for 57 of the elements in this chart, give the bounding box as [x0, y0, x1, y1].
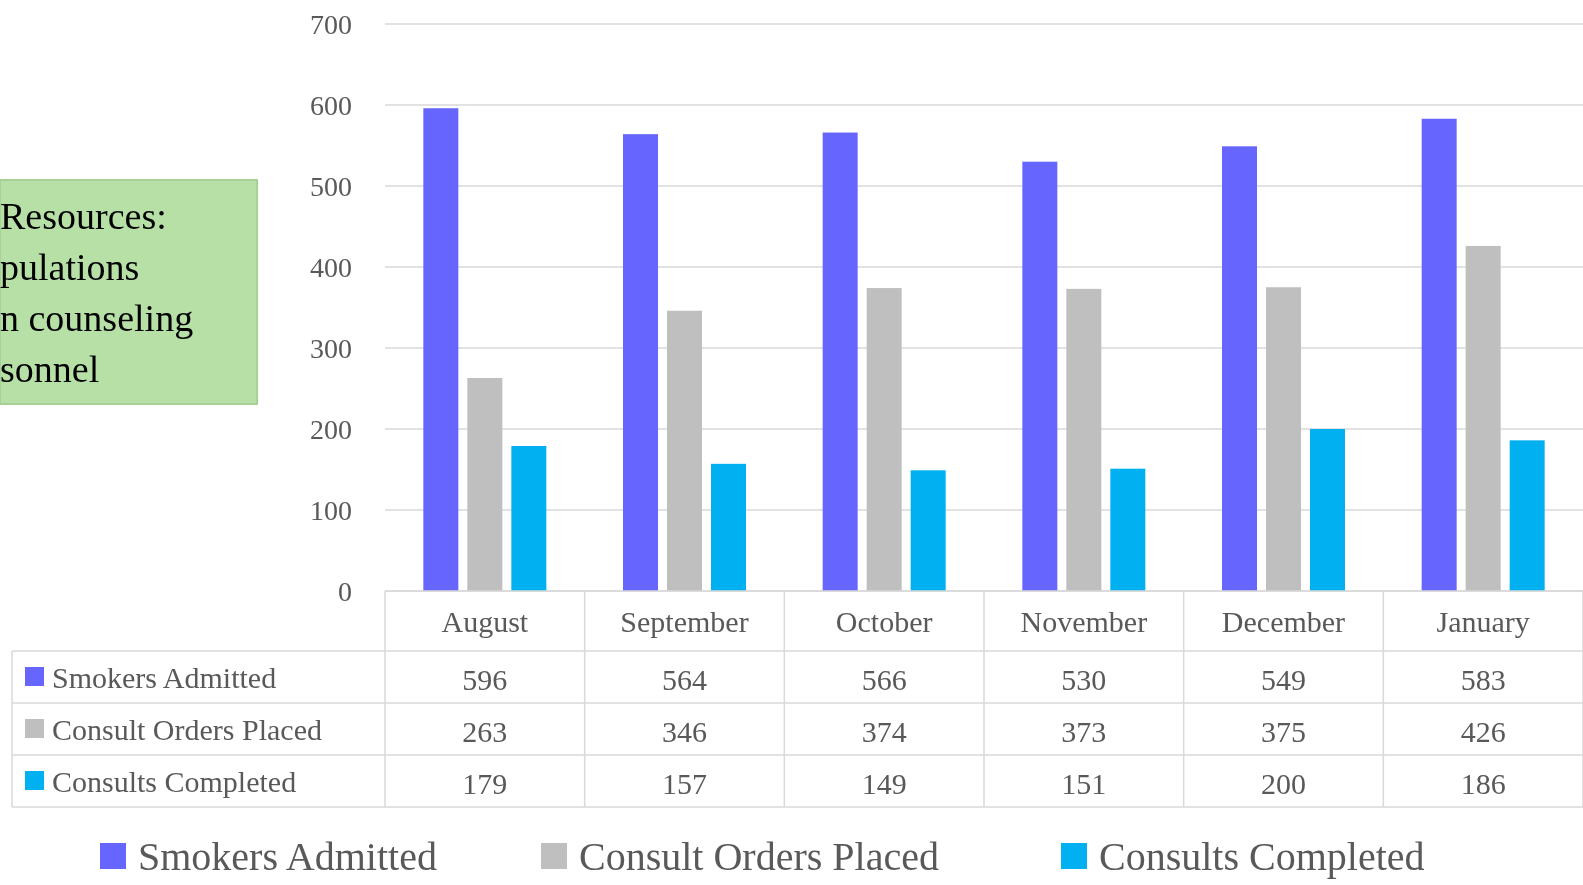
y-tick-label: 400: [310, 251, 352, 283]
data-label: 200: [1261, 766, 1306, 800]
data-label: 149: [861, 766, 907, 800]
y-tick-label: 200: [310, 413, 352, 445]
data-label: 426: [1460, 714, 1506, 748]
bar: [1066, 288, 1102, 591]
y-tick-label: 300: [310, 332, 352, 364]
x-tick-label: September: [620, 604, 749, 638]
legend-label: Consults Completed: [1099, 833, 1425, 879]
bar: [866, 288, 902, 591]
x-tick-label: October: [835, 604, 933, 638]
y-tick-label: 700: [310, 8, 352, 40]
data-label: 530: [1061, 662, 1107, 696]
bar: [1310, 429, 1345, 591]
y-tick-label: 100: [310, 494, 352, 526]
bar: [467, 377, 503, 591]
x-tick-label: January: [1436, 604, 1530, 638]
text: Consult Orders Placed: [579, 833, 939, 879]
bar: [1509, 440, 1545, 591]
data-label: 596: [462, 662, 508, 696]
data-label: 374: [861, 714, 907, 748]
bar: [910, 470, 946, 591]
data-label: 583: [1460, 662, 1506, 696]
bar: [423, 108, 459, 591]
bar: [822, 132, 858, 591]
data-label: 179: [462, 766, 508, 800]
data-label: 263: [462, 714, 508, 748]
x-tick-label: November: [1020, 604, 1148, 638]
data-label: 373: [1061, 714, 1107, 748]
data-label: 564: [662, 662, 707, 696]
legend-label: Consult Orders Placed: [52, 712, 322, 746]
data-label: 375: [1261, 714, 1306, 748]
y-tick-label: 500: [310, 170, 352, 202]
text: Smokers Admitted: [138, 833, 437, 879]
data-label: 566: [861, 662, 907, 696]
bar: [711, 463, 746, 591]
data-label: 151: [1061, 766, 1107, 800]
data-label: 346: [662, 714, 707, 748]
bar: [623, 134, 658, 591]
x-tick-label: December: [1221, 604, 1346, 638]
bar: [1110, 468, 1146, 591]
x-tick-label: August: [441, 604, 529, 638]
bar: [667, 310, 702, 591]
data-label: 157: [662, 766, 707, 800]
text: Resources: pulations n counseling sonnel: [0, 195, 194, 390]
bar: [511, 446, 547, 591]
bar: [1022, 161, 1058, 591]
y-tick-label: 600: [310, 89, 352, 121]
legend-label: Smokers Admitted: [52, 660, 277, 694]
bar: [1465, 245, 1501, 591]
bar: [1266, 287, 1301, 591]
bar: [1222, 146, 1257, 591]
y-tick-label: 0: [338, 575, 352, 607]
bar: [1421, 118, 1457, 591]
text: Consults Completed: [52, 764, 297, 798]
data-label: 549: [1261, 662, 1306, 696]
data-label: 186: [1460, 766, 1506, 800]
